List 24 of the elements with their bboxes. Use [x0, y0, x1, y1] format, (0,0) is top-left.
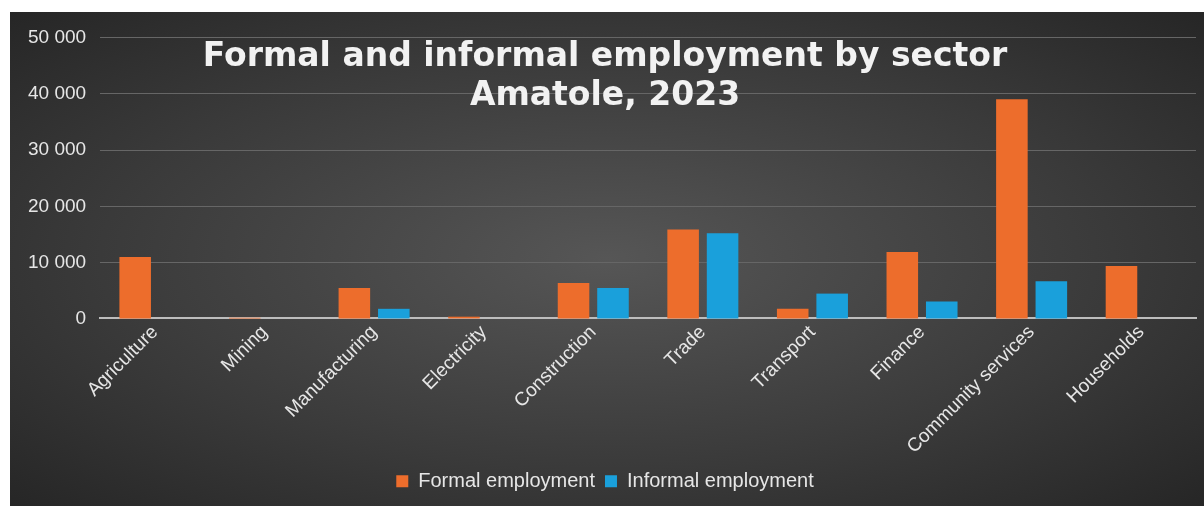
bar: [776, 308, 809, 319]
bar: [338, 287, 371, 319]
bar: [1105, 266, 1138, 319]
bar: [557, 282, 590, 319]
bar: [706, 233, 739, 319]
bar: [816, 293, 848, 319]
bar: [378, 308, 410, 319]
y-tick-label: 10 000: [27, 250, 87, 272]
bar: [925, 301, 958, 319]
bar: [1035, 281, 1068, 319]
legend-label: Formal employment: [418, 468, 596, 491]
bar: [996, 99, 1028, 319]
bar: [667, 229, 699, 319]
legend-label: Informal employment: [626, 468, 815, 491]
bar: [119, 257, 151, 319]
y-tick-label: 20 000: [27, 194, 87, 216]
bar: [886, 251, 919, 319]
y-tick-label: 50 000: [27, 25, 87, 47]
text: Formal and informal employment by sector: [202, 34, 1008, 74]
y-tick-label: 40 000: [27, 81, 87, 103]
text: Amatole, 2023: [469, 74, 741, 114]
y-tick-label: 30 000: [27, 138, 87, 160]
y-tick-label: 0: [75, 307, 87, 329]
bar: [597, 287, 629, 319]
